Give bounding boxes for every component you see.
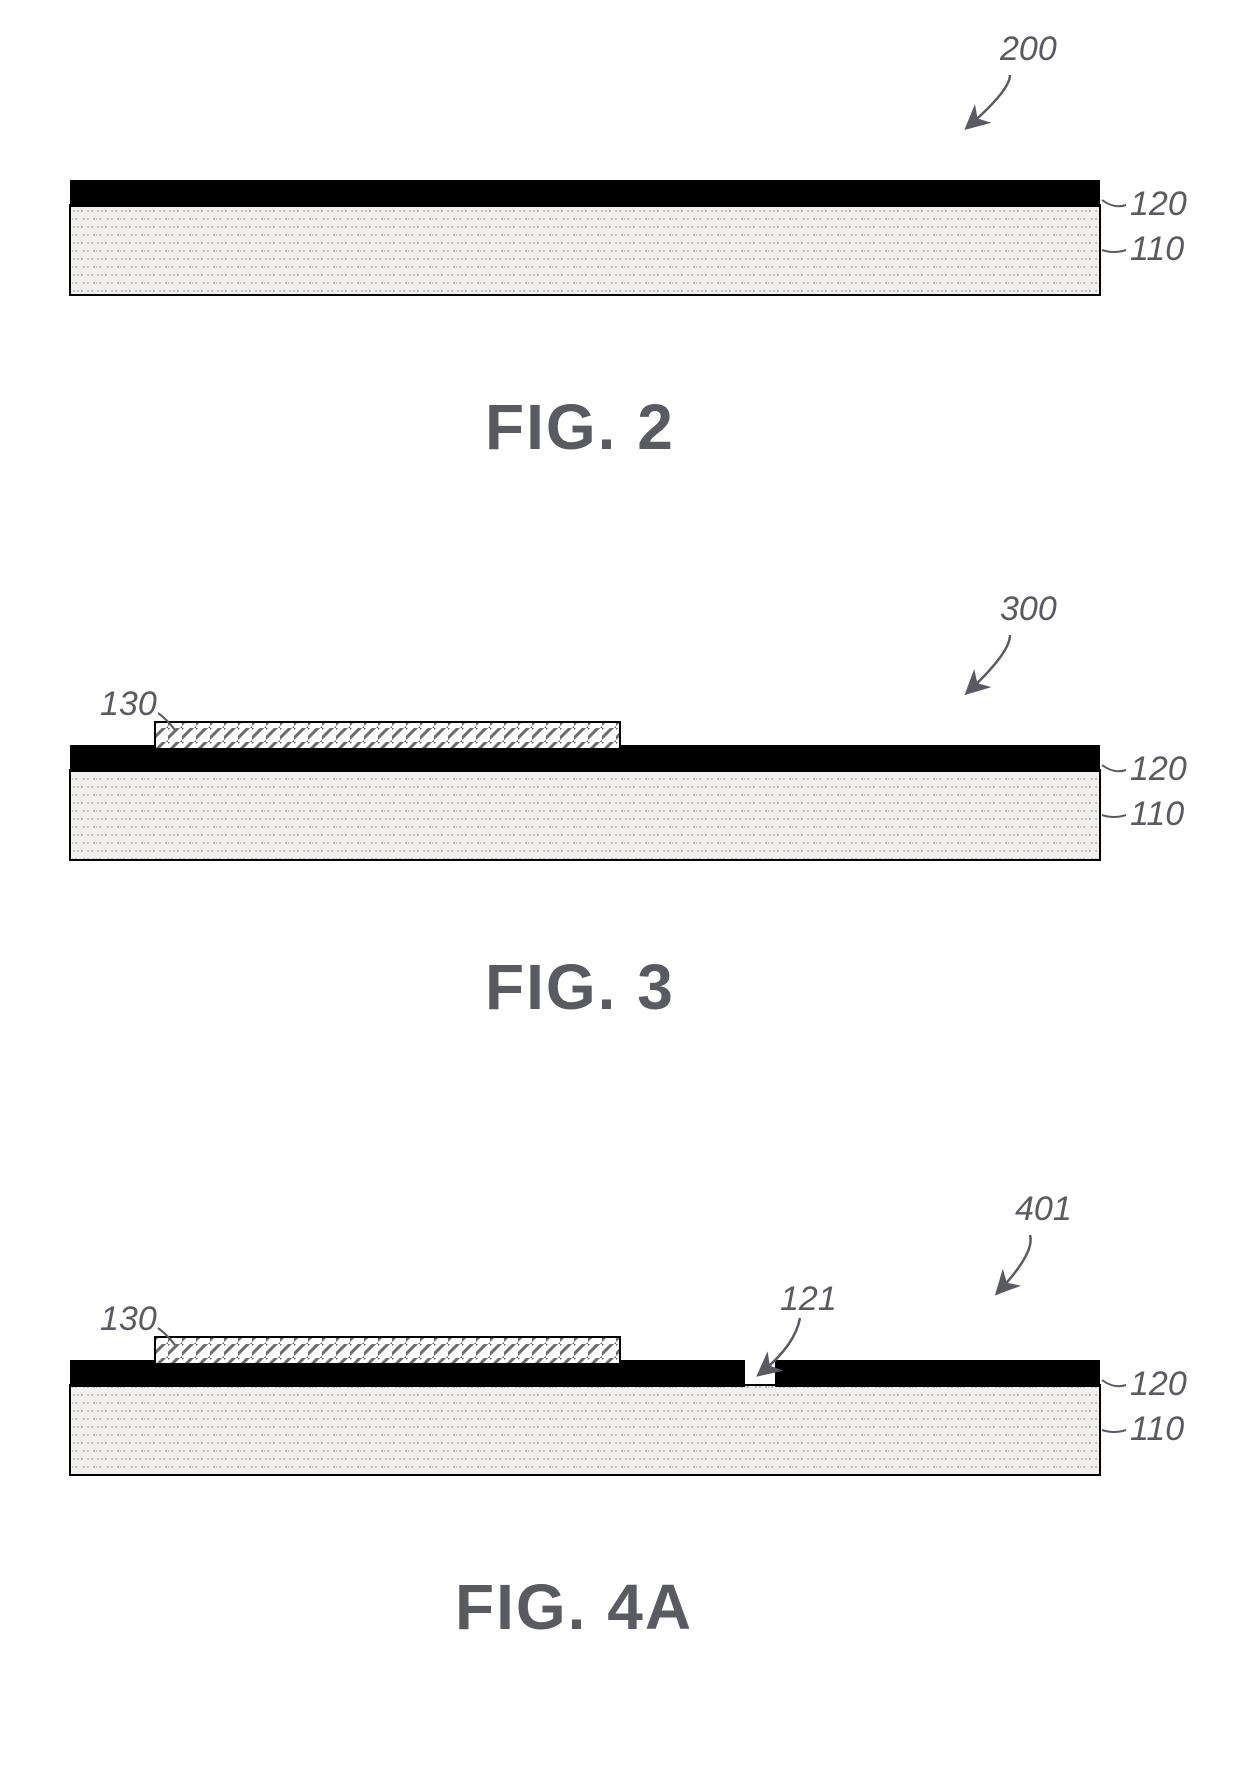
fig2-ref-label: 200: [1000, 30, 1057, 69]
fig4a-label-120: 120: [1130, 1365, 1187, 1404]
fig4a-label-130: 130: [100, 1300, 157, 1339]
fig4a-ref-label: 401: [1015, 1190, 1072, 1229]
fig3-label-130: 130: [100, 685, 157, 724]
fig3-caption: FIG. 3: [485, 950, 675, 1024]
fig3-ref-label: 300: [1000, 590, 1057, 629]
fig2-caption: FIG. 2: [485, 390, 675, 464]
fig2-label-120: 120: [1130, 185, 1187, 224]
fig2-label-110: 110: [1130, 230, 1184, 269]
page: FIG. 2 FIG. 3 FIG. 4A 200 300 401 120 11…: [0, 0, 1240, 1786]
fig4a-label-110: 110: [1130, 1410, 1184, 1449]
figures-svg: [0, 0, 1240, 1786]
fig3-label-110: 110: [1130, 795, 1184, 834]
fig4a-caption: FIG. 4A: [455, 1570, 693, 1644]
fig4a-label-121: 121: [780, 1280, 837, 1319]
fig3-label-120: 120: [1130, 750, 1187, 789]
